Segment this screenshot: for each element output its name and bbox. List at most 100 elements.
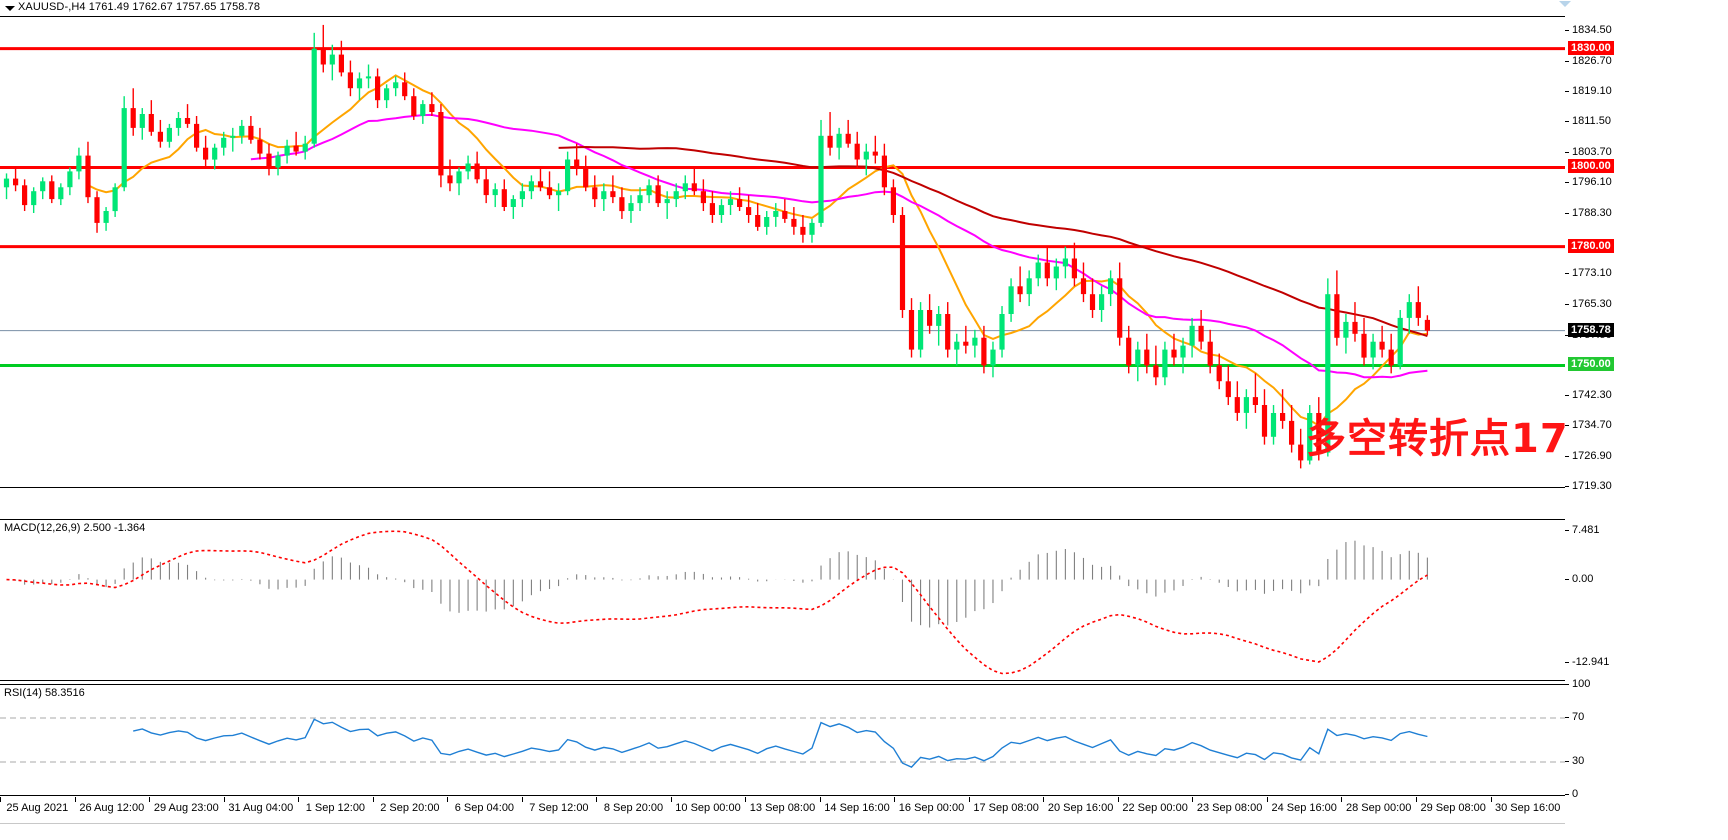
time-tick-mark xyxy=(372,797,374,802)
axis-tick-mark xyxy=(1565,90,1569,92)
time-axis-label: 31 Aug 04:00 xyxy=(228,802,294,814)
axis-tick-mark xyxy=(1565,181,1569,183)
time-tick-mark xyxy=(1117,797,1119,802)
axis-tick-label: 1742.30 xyxy=(1572,388,1612,401)
time-axis-label: 29 Aug 23:00 xyxy=(153,802,219,814)
time-tick-mark xyxy=(596,797,598,802)
axis-tick-label: 1719.30 xyxy=(1572,480,1612,492)
axis-tick-mark xyxy=(1565,684,1569,685)
axis-tick-mark xyxy=(1565,394,1569,396)
time-axis-label: 10 Sep 00:00 xyxy=(675,802,741,814)
time-axis-label: 16 Sep 00:00 xyxy=(898,802,965,814)
price-tag-1800.00[interactable]: 1800.00 xyxy=(1568,159,1614,174)
time-axis-label: 30 Sep 16:00 xyxy=(1494,802,1561,814)
time-axis-label: 20 Sep 16:00 xyxy=(1047,802,1114,814)
time-axis-label: 2 Sep 20:00 xyxy=(380,802,440,814)
axis-tick-mark xyxy=(1565,455,1569,457)
axis-tick-mark xyxy=(1565,29,1569,31)
axis-tick-mark xyxy=(1565,578,1569,580)
rsi-indicator-panel[interactable]: RSI(14) 58.3516 xyxy=(0,684,1565,796)
price-tag-1780.00[interactable]: 1780.00 xyxy=(1568,238,1614,253)
axis-tick-mark xyxy=(1565,60,1569,62)
axis-tick-label: 1734.70 xyxy=(1572,419,1612,432)
time-axis-label: 1 Sep 12:00 xyxy=(305,802,366,814)
time-axis-label: 23 Sep 08:00 xyxy=(1196,802,1263,814)
time-tick-mark xyxy=(745,797,747,802)
axis-tick-label: 0.00 xyxy=(1572,572,1594,585)
axis-tick-mark xyxy=(1565,120,1569,122)
macd-caption: MACD(12,26,9) 2.500 -1.364 xyxy=(4,522,146,534)
price-plot-area xyxy=(0,17,1565,487)
axis-tick-label: 1819.10 xyxy=(1572,84,1612,97)
time-tick-mark xyxy=(1043,797,1045,802)
time-axis-label: 17 Sep 08:00 xyxy=(973,802,1039,814)
time-tick-mark xyxy=(298,797,300,802)
rsi-svg xyxy=(0,717,1565,768)
time-axis-label: 24 Sep 16:00 xyxy=(1271,802,1337,814)
time-tick-mark xyxy=(521,797,523,802)
price-tag-1750.00[interactable]: 1750.00 xyxy=(1568,357,1614,372)
time-tick-mark xyxy=(1490,797,1492,802)
time-tick-mark xyxy=(670,797,672,802)
axis-tick-label: 1765.30 xyxy=(1572,297,1612,310)
axis-tick-label: 0 xyxy=(1572,788,1579,800)
axis-tick-mark xyxy=(1565,662,1569,664)
symbol-header-bar: XAUUSD-,H4 1761.49 1762.67 1757.65 1758.… xyxy=(0,0,1728,16)
time-axis-label: 25 Aug 2021 xyxy=(6,802,69,814)
candlestick-svg xyxy=(0,24,1565,469)
axis-tick-mark xyxy=(1565,761,1569,762)
axis-tick-mark xyxy=(1565,530,1569,532)
axis-tick-label: 1773.10 xyxy=(1572,266,1612,279)
time-axis-label: 7 Sep 12:00 xyxy=(529,802,589,814)
time-tick-mark xyxy=(894,797,896,802)
macd-indicator-panel[interactable]: MACD(12,26,9) 2.500 -1.364 xyxy=(0,519,1565,681)
price-tag-1758.78[interactable]: 1758.78 xyxy=(1568,322,1614,337)
axis-tick-mark xyxy=(1565,303,1569,305)
axis-tick-mark xyxy=(1565,486,1569,487)
axis-tick-label: 1796.10 xyxy=(1572,175,1612,188)
scroll-up-icon[interactable] xyxy=(1557,0,1573,7)
axis-tick-mark xyxy=(1565,425,1569,427)
time-axis-label: 29 Sep 08:00 xyxy=(1420,802,1486,814)
axis-tick-label: 30 xyxy=(1572,755,1585,767)
price-scale-axis[interactable]: 1834.50 1826.70 1819.10 1811.50 1803.70 1796.… xyxy=(1565,16,1728,800)
price-tag-1830.00[interactable]: 1830.00 xyxy=(1568,40,1614,55)
time-axis-label: 26 Aug 12:00 xyxy=(79,802,145,814)
axis-tick-label: 70 xyxy=(1572,711,1585,723)
macd-plot-area xyxy=(0,520,1565,680)
axis-tick-label: 7.481 xyxy=(1572,524,1600,537)
axis-tick-label: 1826.70 xyxy=(1572,54,1612,67)
rsi-caption: RSI(14) 58.3516 xyxy=(4,687,85,699)
time-axis-label: 14 Sep 16:00 xyxy=(824,802,890,814)
time-tick-mark xyxy=(1341,797,1343,802)
axis-tick-label: -12.941 xyxy=(1572,656,1610,669)
time-tick-mark xyxy=(447,797,449,802)
symbol-ohlc-label: XAUUSD-,H4 1761.49 1762.67 1757.65 1758.… xyxy=(18,1,261,13)
axis-tick-label: 1803.70 xyxy=(1572,145,1612,158)
time-tick-mark xyxy=(149,797,150,802)
axis-tick-mark xyxy=(1565,334,1569,336)
axis-tick-label: 1834.50 xyxy=(1572,23,1612,36)
time-axis-label: 28 Sep 00:00 xyxy=(1345,802,1412,814)
time-tick-mark xyxy=(1192,797,1194,802)
time-tick-mark xyxy=(1266,797,1268,802)
axis-tick-mark xyxy=(1565,794,1569,795)
axis-tick-label: 1811.50 xyxy=(1572,114,1611,127)
time-tick-mark xyxy=(223,797,225,802)
time-axis-label: 8 Sep 20:00 xyxy=(603,802,664,814)
price-chart-panel[interactable] xyxy=(0,16,1565,488)
axis-tick-label: 1788.30 xyxy=(1572,206,1612,219)
time-tick-mark xyxy=(0,797,1,802)
axis-tick-mark xyxy=(1565,272,1569,274)
rsi-plot-area xyxy=(0,685,1565,795)
axis-tick-mark xyxy=(1565,151,1569,153)
axis-tick-label: 100 xyxy=(1572,678,1591,690)
axis-tick-mark xyxy=(1565,717,1569,718)
time-axis-label: 6 Sep 04:00 xyxy=(454,802,515,814)
collapse-caret-icon[interactable] xyxy=(5,6,15,11)
time-axis-label: 13 Sep 08:00 xyxy=(749,802,816,814)
time-tick-mark xyxy=(74,797,76,802)
time-scale-axis[interactable]: 25 Aug 2021 26 Aug 12:00 29 Aug 23:00 31 Au… xyxy=(0,797,1565,824)
time-axis-label: 22 Sep 00:00 xyxy=(1122,802,1188,814)
